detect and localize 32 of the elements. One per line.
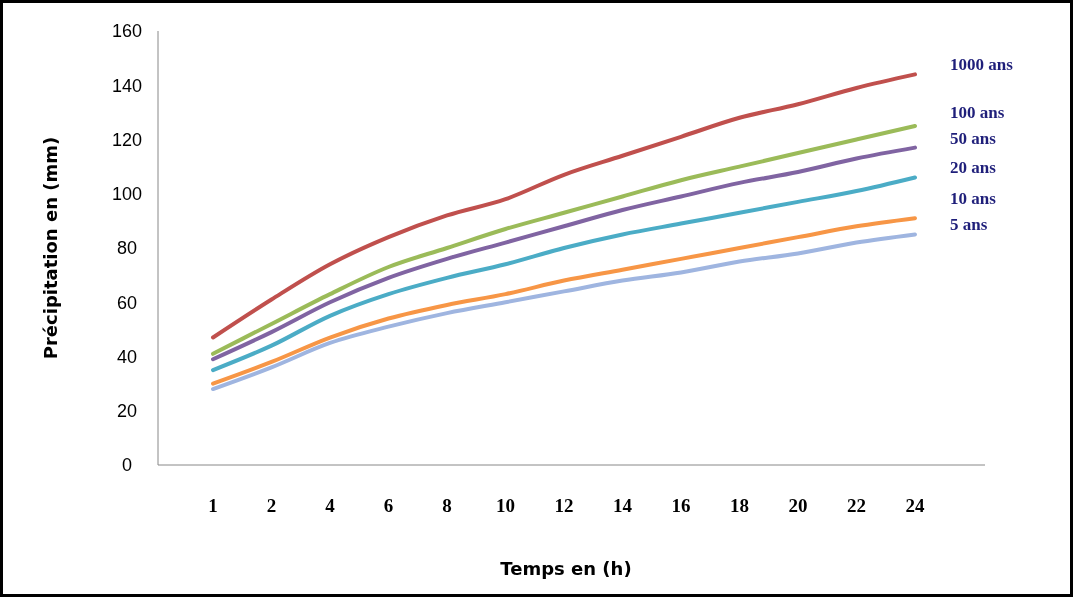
y-tick-label: 60	[116, 292, 138, 313]
y-tick-label: 40	[116, 346, 138, 367]
text: 10 ans	[950, 189, 997, 209]
x-tick-label: 8	[442, 495, 452, 516]
text: 50 ans	[950, 128, 997, 148]
text: 1000 ans	[950, 55, 1014, 75]
x-tick-label: 24	[905, 495, 925, 516]
x-tick-label: 1	[208, 495, 218, 516]
x-tick-label: 4	[325, 495, 336, 516]
x-tick-label: 6	[383, 495, 394, 516]
x-tick-label: 16	[671, 495, 691, 516]
line-series	[211, 175, 917, 373]
text: 20 ans	[950, 158, 997, 178]
x-tick-label: 20	[788, 495, 808, 516]
y-tick-label: 20	[116, 401, 138, 422]
y-axis-title: Précipitation en (mm)	[40, 136, 61, 360]
y-tick-label: 120	[111, 129, 143, 150]
y-tick-label: 160	[111, 21, 143, 42]
text: 100 ans	[950, 102, 1005, 122]
x-tick-label: 12	[554, 495, 574, 516]
x-tick-label: 2	[266, 495, 277, 516]
y-tick-label: 0	[121, 455, 133, 476]
x-tick-label: 14	[613, 495, 633, 516]
y-tick-label: 140	[111, 75, 143, 96]
line-series	[211, 72, 917, 340]
x-tick-label: 22	[847, 495, 866, 516]
y-tick-label: 100	[111, 184, 143, 205]
x-axis-title: Temps en (h)	[500, 558, 632, 579]
y-tick-label: 80	[116, 238, 138, 259]
x-tick-label: 18	[730, 495, 749, 516]
text: 5 ans	[950, 215, 988, 235]
x-tick-label: 10	[496, 495, 515, 516]
